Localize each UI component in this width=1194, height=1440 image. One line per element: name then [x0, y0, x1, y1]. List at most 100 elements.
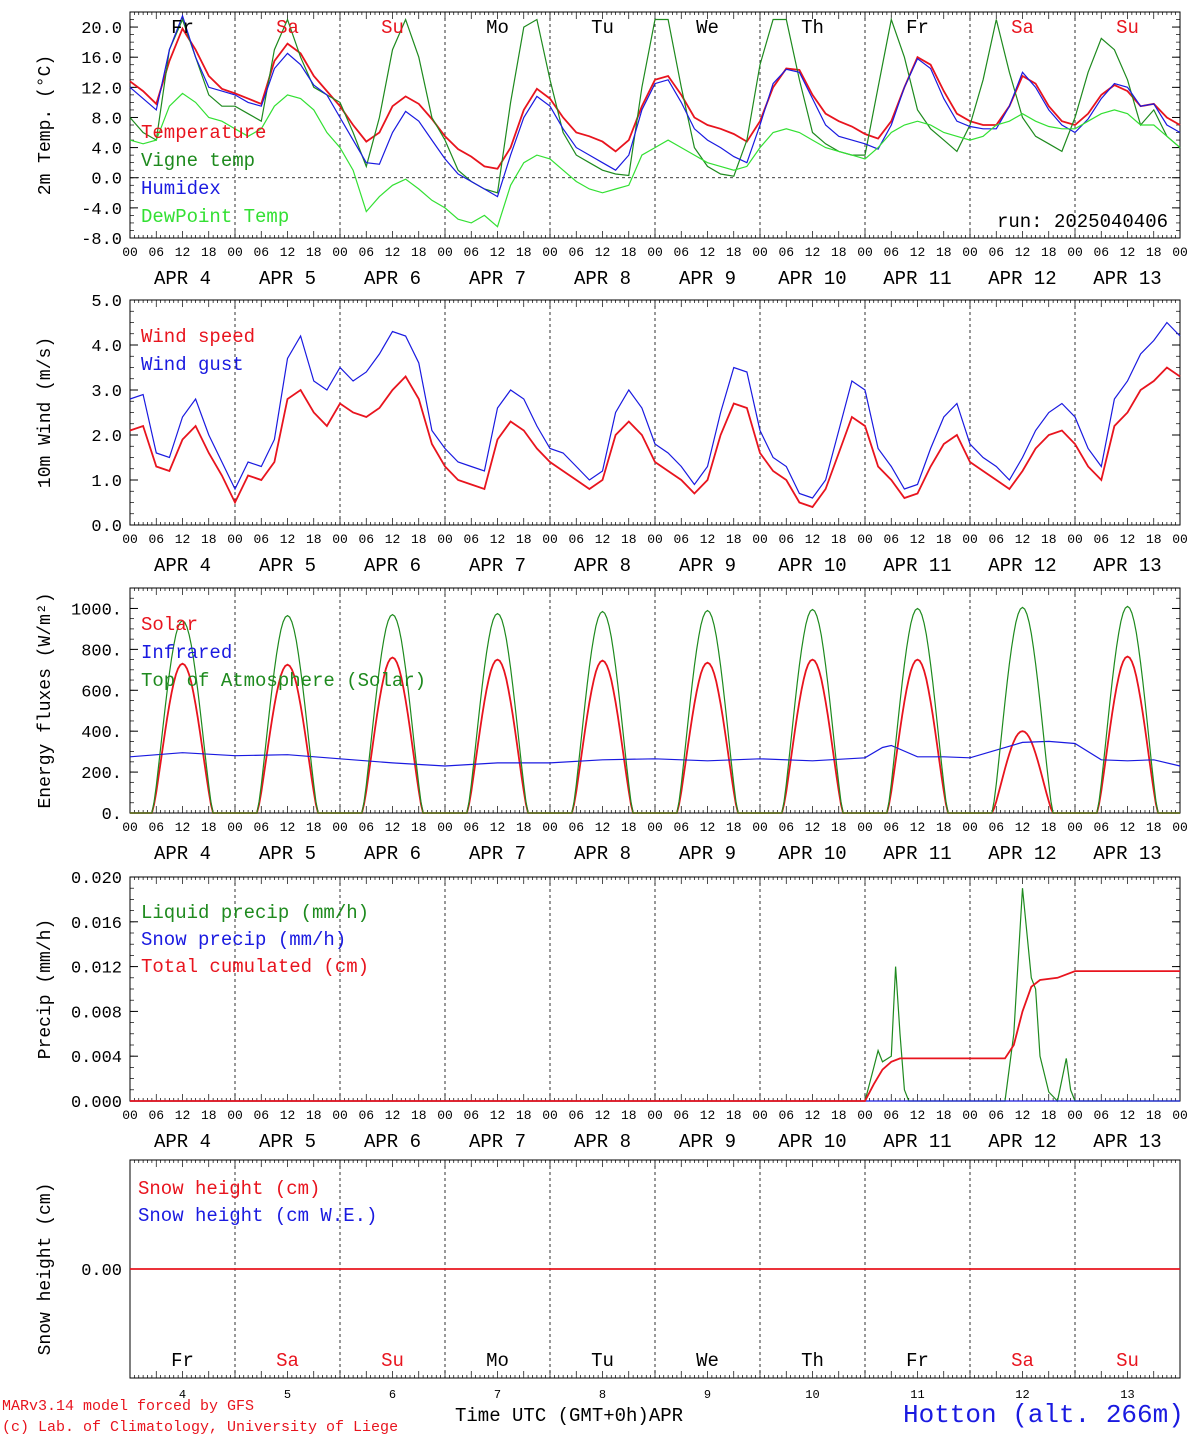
legend-entry: Infrared — [141, 642, 232, 664]
hour-tick-label: 18 — [621, 1108, 637, 1123]
y-tick-label: 0.0 — [91, 518, 122, 537]
date-label: APR 4 — [154, 843, 211, 865]
hour-tick-label: 06 — [148, 1108, 164, 1123]
hour-tick-label: 00 — [332, 532, 348, 547]
hour-tick-label: 06 — [883, 1108, 899, 1123]
hour-tick-label: 00 — [752, 1108, 768, 1123]
hour-tick-label: 18 — [516, 1108, 532, 1123]
day-name: Tu — [591, 17, 614, 39]
hour-tick-label: 18 — [411, 532, 427, 547]
date-label: APR 6 — [364, 1131, 421, 1153]
hour-tick-label: 06 — [568, 1108, 584, 1123]
legend-entry: Snow height (cm W.E.) — [138, 1205, 377, 1227]
day-name: Fr — [171, 1350, 194, 1372]
series-layer — [129, 605, 1181, 814]
hour-tick-label: 06 — [988, 1108, 1004, 1123]
day-number: 10 — [805, 1388, 819, 1402]
y-axis-label: 2m Temp. (°C) — [36, 55, 56, 195]
day-number: 12 — [1015, 1388, 1029, 1402]
hour-tick-label: 12 — [490, 532, 506, 547]
hour-tick-label: 06 — [253, 532, 269, 547]
hour-tick-label: 00 — [1067, 820, 1083, 835]
series-dewpoint-temp — [129, 92, 1181, 228]
hour-tick-label: 00 — [647, 1108, 663, 1123]
date-label: APR 13 — [1093, 268, 1161, 290]
date-label: APR 5 — [259, 843, 316, 865]
hour-tick-label: 18 — [1041, 1108, 1057, 1123]
date-label: APR 4 — [154, 555, 211, 577]
date-label: APR 12 — [988, 555, 1056, 577]
hour-tick-label: 06 — [1093, 1108, 1109, 1123]
day-number: 13 — [1120, 1388, 1134, 1402]
hour-tick-label: 06 — [1093, 532, 1109, 547]
hour-tick-label: 06 — [568, 532, 584, 547]
hour-tick-label: 12 — [700, 532, 716, 547]
hour-tick-label: 12 — [280, 532, 296, 547]
y-axis-label: Precip (mm/h) — [36, 919, 56, 1059]
date-label: APR 13 — [1093, 555, 1161, 577]
date-label: APR 10 — [778, 843, 846, 865]
legend-entry: Total cumulated (cm) — [141, 956, 369, 978]
date-label: APR 8 — [574, 268, 631, 290]
y-tick-label: 8.0 — [91, 110, 122, 129]
day-number: 8 — [599, 1388, 606, 1402]
hour-tick-label: 12 — [280, 820, 296, 835]
day-number: 7 — [494, 1388, 501, 1402]
hour-tick-label: 00 — [122, 245, 138, 260]
run-annotation: run: 2025040406 — [997, 211, 1168, 233]
y-tick-label: 20.0 — [81, 20, 122, 39]
day-name: Su — [1116, 17, 1139, 39]
hour-tick-label: 12 — [385, 532, 401, 547]
date-label: APR 8 — [574, 843, 631, 865]
day-name: Tu — [591, 1350, 614, 1372]
series-total-cumulated-cm- — [130, 970, 1180, 1102]
hour-tick-label: 00 — [962, 820, 978, 835]
hour-tick-label: 18 — [726, 1108, 742, 1123]
hour-tick-label: 12 — [805, 532, 821, 547]
date-label: APR 5 — [259, 555, 316, 577]
hour-tick-label: 12 — [175, 820, 191, 835]
hour-tick-label: 12 — [910, 532, 926, 547]
date-label: APR 10 — [778, 555, 846, 577]
hour-tick-label: 00 — [647, 820, 663, 835]
hour-tick-label: 18 — [1146, 532, 1162, 547]
hour-tick-label: 12 — [1015, 532, 1031, 547]
hour-tick-label: 00 — [1067, 245, 1083, 260]
hour-tick-label: 00 — [542, 1108, 558, 1123]
series-humidex — [129, 13, 1181, 198]
date-label: APR 5 — [259, 1131, 316, 1153]
day-name: We — [696, 1350, 719, 1372]
hour-tick-label: 18 — [621, 245, 637, 260]
day-name: Su — [1116, 1350, 1139, 1372]
hour-tick-label: 06 — [1093, 245, 1109, 260]
date-label: APR 6 — [364, 268, 421, 290]
y-tick-label: 1.0 — [91, 473, 122, 492]
hour-tick-label: 12 — [700, 245, 716, 260]
y-tick-label: 0.020 — [71, 870, 122, 889]
series-layer — [130, 888, 1180, 1103]
date-label: APR 8 — [574, 1131, 631, 1153]
y-tick-label: 4.0 — [91, 338, 122, 357]
date-label: APR 7 — [469, 1131, 526, 1153]
hour-tick-label: 00 — [752, 820, 768, 835]
hour-tick-label: 12 — [1120, 245, 1136, 260]
hour-tick-label: 18 — [201, 245, 217, 260]
date-label: APR 10 — [778, 1131, 846, 1153]
date-label: APR 11 — [883, 268, 951, 290]
y-tick-label: 3.0 — [91, 383, 122, 402]
hour-tick-label: 06 — [148, 532, 164, 547]
day-name: Su — [381, 1350, 404, 1372]
hour-tick-label: 06 — [988, 532, 1004, 547]
model-credit: MARv3.14 model forced by GFS — [2, 1398, 255, 1415]
legend-entry: Snow height (cm) — [138, 1178, 320, 1200]
hour-tick-label: 06 — [463, 820, 479, 835]
hour-tick-label: 06 — [778, 1108, 794, 1123]
y-tick-label: 2.0 — [91, 428, 122, 447]
hour-tick-label: 00 — [437, 532, 453, 547]
hour-tick-label: 12 — [1120, 532, 1136, 547]
hour-tick-label: 00 — [542, 532, 558, 547]
day-name: We — [696, 17, 719, 39]
hour-tick-label: 18 — [201, 1108, 217, 1123]
day-name: Sa — [276, 1350, 299, 1372]
legend-entry: Humidex — [141, 178, 221, 200]
